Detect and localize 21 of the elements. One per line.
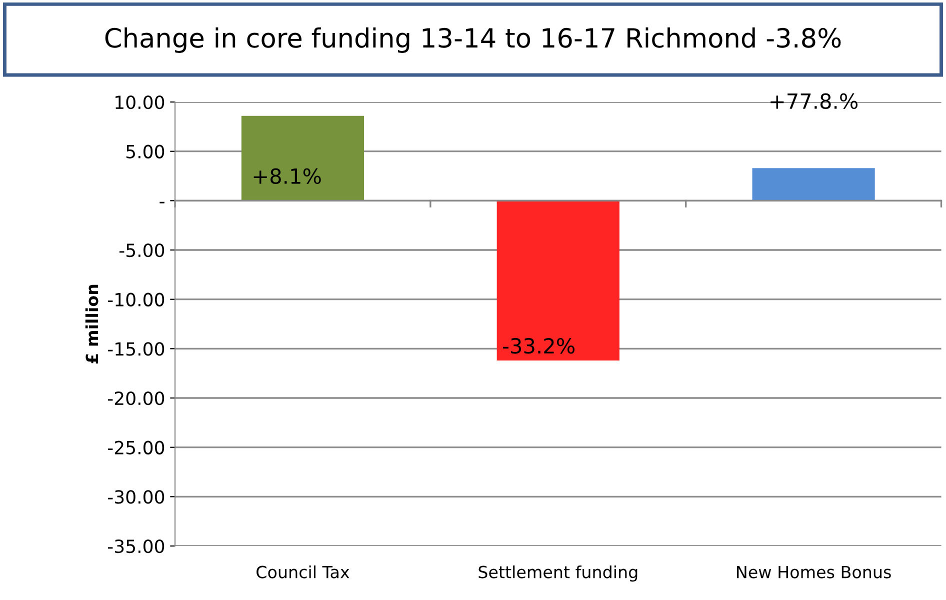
annotation: +8.1% — [254, 168, 321, 184]
bar — [752, 168, 875, 201]
y-tick-label: -15.00 — [108, 342, 164, 356]
y-tick-label: -5.00 — [119, 243, 164, 258]
y-tick-label: -10.00 — [108, 292, 164, 306]
y-tick-label: -30.00 — [108, 490, 164, 504]
y-tick-label: -20.00 — [108, 391, 164, 406]
annotation: -33.2% — [502, 338, 574, 354]
chart-title: Change in core funding 13-14 to 16-17 Richmond -3.8% — [105, 27, 841, 53]
bar — [241, 116, 364, 201]
y-tick-label: 10.00 — [116, 95, 164, 110]
annotation: +77.8.% — [770, 93, 858, 110]
y-tick-label: -25.00 — [108, 440, 164, 454]
x-tick-label: Council Tax — [256, 565, 350, 578]
y-tick-label: 5.00 — [126, 144, 164, 158]
x-tick-label: New Homes Bonus — [737, 566, 891, 578]
y-tick-label: -35.00 — [108, 539, 164, 554]
x-tick-label: Settlement funding — [478, 565, 638, 582]
y-tick-label: - — [160, 202, 164, 204]
bar — [496, 200, 620, 361]
y-axis-title: £ million — [85, 284, 98, 364]
